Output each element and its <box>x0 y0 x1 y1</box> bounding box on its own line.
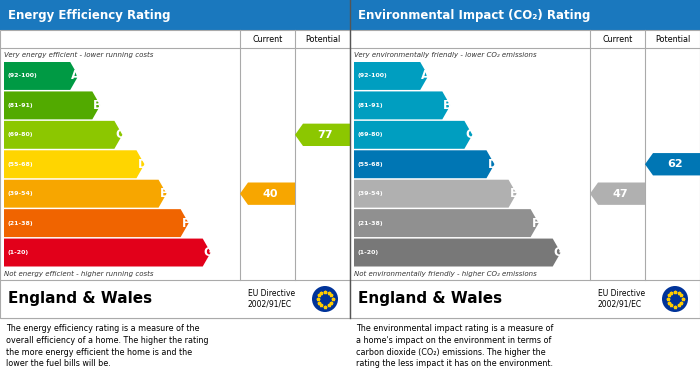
Text: (55-68): (55-68) <box>358 162 384 167</box>
Text: (39-54): (39-54) <box>358 191 384 196</box>
Text: Not energy efficient - higher running costs: Not energy efficient - higher running co… <box>4 271 153 277</box>
Text: F: F <box>181 217 190 230</box>
Text: D: D <box>137 158 147 171</box>
Text: (92-100): (92-100) <box>358 74 388 79</box>
Polygon shape <box>354 121 472 149</box>
Text: (69-80): (69-80) <box>8 132 34 137</box>
Polygon shape <box>4 91 100 119</box>
Polygon shape <box>354 180 517 208</box>
Text: A: A <box>421 70 430 83</box>
Text: G: G <box>204 246 214 259</box>
Text: Environmental Impact (CO₂) Rating: Environmental Impact (CO₂) Rating <box>358 9 590 22</box>
Text: (81-91): (81-91) <box>358 103 384 108</box>
Polygon shape <box>645 153 700 176</box>
Polygon shape <box>4 239 211 267</box>
Text: 47: 47 <box>612 189 629 199</box>
Text: EU Directive
2002/91/EC: EU Directive 2002/91/EC <box>248 289 295 309</box>
Text: (69-80): (69-80) <box>358 132 384 137</box>
Polygon shape <box>240 183 295 205</box>
Polygon shape <box>4 150 144 178</box>
Polygon shape <box>354 239 561 267</box>
Text: (21-38): (21-38) <box>358 221 384 226</box>
Polygon shape <box>4 180 167 208</box>
Circle shape <box>312 286 338 312</box>
Text: B: B <box>93 99 102 112</box>
Text: B: B <box>443 99 452 112</box>
Text: Very energy efficient - lower running costs: Very energy efficient - lower running co… <box>4 52 153 58</box>
Polygon shape <box>354 91 450 119</box>
Bar <box>350 280 700 318</box>
Text: (55-68): (55-68) <box>8 162 34 167</box>
Text: Potential: Potential <box>655 36 690 45</box>
Polygon shape <box>4 121 122 149</box>
Text: EU Directive
2002/91/EC: EU Directive 2002/91/EC <box>598 289 645 309</box>
Bar <box>0 0 350 30</box>
Text: E: E <box>510 187 517 200</box>
Text: F: F <box>531 217 540 230</box>
Text: (81-91): (81-91) <box>8 103 34 108</box>
Text: (21-38): (21-38) <box>8 221 34 226</box>
Text: Current: Current <box>603 36 633 45</box>
Bar <box>0 30 350 318</box>
Polygon shape <box>4 62 78 90</box>
Text: (39-54): (39-54) <box>8 191 34 196</box>
Text: England & Wales: England & Wales <box>8 292 152 307</box>
Polygon shape <box>295 124 350 146</box>
Polygon shape <box>354 150 494 178</box>
Text: England & Wales: England & Wales <box>358 292 502 307</box>
Text: D: D <box>487 158 497 171</box>
Polygon shape <box>4 209 188 237</box>
Text: The energy efficiency rating is a measure of the
overall efficiency of a home. T: The energy efficiency rating is a measur… <box>6 324 209 368</box>
Bar <box>350 0 700 30</box>
Text: (1-20): (1-20) <box>358 250 379 255</box>
Bar <box>350 30 700 318</box>
Text: (1-20): (1-20) <box>8 250 29 255</box>
Text: 77: 77 <box>318 130 333 140</box>
Text: Current: Current <box>253 36 283 45</box>
Polygon shape <box>354 209 538 237</box>
Bar <box>0 280 350 318</box>
Text: Potential: Potential <box>305 36 340 45</box>
Text: Energy Efficiency Rating: Energy Efficiency Rating <box>8 9 171 22</box>
Polygon shape <box>354 62 428 90</box>
Circle shape <box>662 286 688 312</box>
Text: 40: 40 <box>262 189 279 199</box>
Text: (92-100): (92-100) <box>8 74 38 79</box>
Polygon shape <box>590 183 645 205</box>
Text: Not environmentally friendly - higher CO₂ emissions: Not environmentally friendly - higher CO… <box>354 271 537 277</box>
Text: The environmental impact rating is a measure of
a home's impact on the environme: The environmental impact rating is a mea… <box>356 324 554 368</box>
Text: C: C <box>116 128 124 141</box>
Text: Very environmentally friendly - lower CO₂ emissions: Very environmentally friendly - lower CO… <box>354 52 537 58</box>
Text: C: C <box>466 128 474 141</box>
Text: A: A <box>71 70 80 83</box>
Text: G: G <box>554 246 564 259</box>
Text: 62: 62 <box>668 159 683 169</box>
Text: E: E <box>160 187 167 200</box>
